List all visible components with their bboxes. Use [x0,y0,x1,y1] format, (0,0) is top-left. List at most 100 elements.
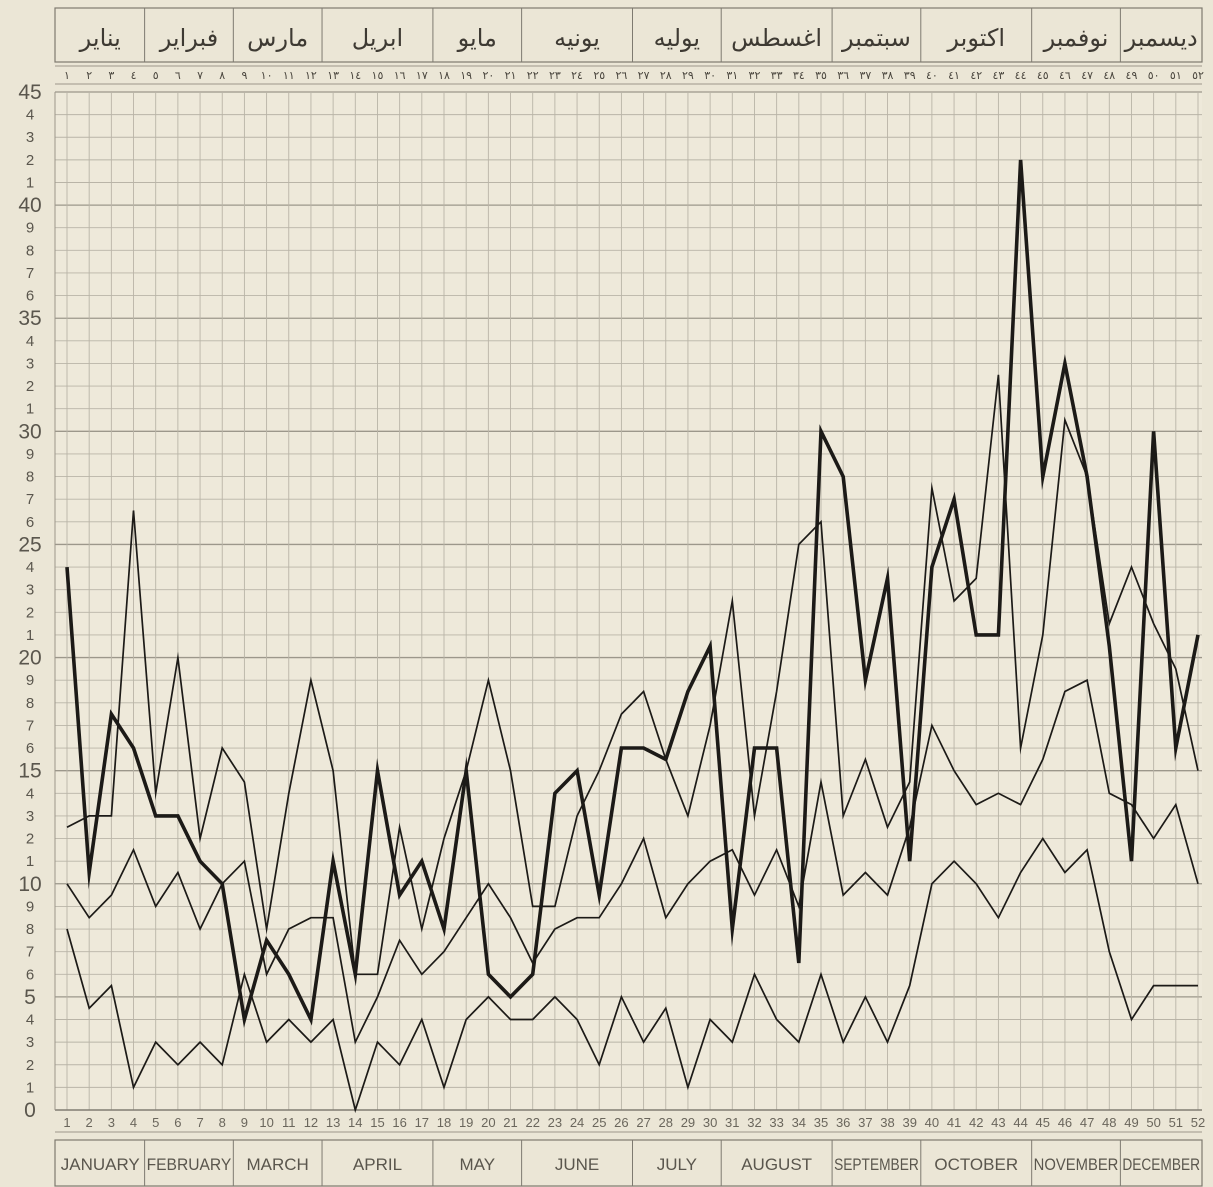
month-label-arabic: مارس [247,24,308,52]
month-label: OCTOBER [934,1155,1018,1174]
week-label-eastern: ٢٩ [682,69,694,82]
x-tick-label: 47 [1080,1115,1094,1130]
week-label-eastern: ٦ [175,69,181,82]
week-label-eastern: ٢٤ [571,69,583,82]
x-tick-label: 43 [991,1115,1005,1130]
month-label-arabic: ديسمبر [1124,24,1198,52]
month-label-arabic: يونيه [554,24,600,52]
x-tick-label: 29 [681,1115,695,1130]
x-tick-label: 51 [1169,1115,1183,1130]
week-label-eastern: ٥١ [1170,69,1182,82]
y-tick-label: 6 [26,966,34,983]
month-label: MAY [459,1155,495,1174]
y-tick-label: 1 [26,627,34,644]
week-label-eastern: ٣٢ [749,69,761,82]
y-tick-label: 7 [26,491,34,508]
x-tick-label: 16 [392,1115,406,1130]
y-tick-label: 9 [26,446,34,463]
y-tick-label: 8 [26,695,34,712]
x-tick-label: 19 [459,1115,473,1130]
week-label-eastern: ٣٠ [704,69,716,82]
x-tick-label: 3 [108,1115,115,1130]
y-tick-label: 40 [18,194,41,217]
x-tick-label: 11 [282,1115,296,1130]
header-frame [54,7,1203,63]
week-label-eastern: ٢٧ [638,69,650,82]
y-tick-label: 3 [26,1034,34,1051]
x-tick-label: 8 [219,1115,226,1130]
month-label-arabic: ابريل [352,24,403,52]
month-label: NOVEMBER [1034,1155,1119,1174]
x-tick-label: 49 [1124,1115,1138,1130]
x-tick-label: 34 [792,1115,806,1130]
x-tick-label: 37 [858,1115,872,1130]
y-tick-label: 9 [26,672,34,689]
week-label-eastern: ٣٤ [793,69,805,82]
week-label-eastern: ٢٣ [549,69,561,82]
y-tick-label: 45 [18,81,41,104]
week-label-eastern: ١٣ [327,69,339,82]
y-tick-label: 5 [24,986,36,1009]
y-tick-label: 4 [26,785,34,802]
y-tick-label: 1 [26,1079,34,1096]
x-tick-label: 41 [947,1115,961,1130]
x-tick-label: 36 [836,1115,850,1130]
week-label-eastern: ٤٨ [1103,69,1115,82]
week-label-eastern: ٩ [241,69,247,82]
week-label-eastern: ٤٥ [1037,69,1049,82]
week-label-eastern: ٣١ [726,69,738,82]
footer-frame [54,1139,1203,1187]
week-label-eastern: ٣٨ [882,69,894,82]
y-tick-label: 4 [26,107,34,124]
x-tick-label: 21 [503,1115,517,1130]
week-label-eastern: ١٩ [460,69,472,82]
week-label-eastern: ١٤ [349,69,361,82]
week-label-eastern: ١ [64,69,70,82]
x-tick-label: 18 [437,1115,451,1130]
series-line-2 [66,374,1199,976]
week-label-eastern: ٣٩ [904,69,916,82]
y-tick-label: 35 [18,307,41,330]
month-label-arabic: سبتمبر [841,24,911,52]
x-tick-label: 25 [592,1115,606,1130]
week-label-eastern: ٥٠ [1148,69,1160,82]
x-tick-label: 28 [659,1115,673,1130]
y-tick-label: 2 [26,604,34,621]
week-label-eastern: ٢٠ [482,69,494,82]
x-tick-label: 30 [703,1115,717,1130]
y-tick-label: 7 [26,944,34,961]
month-label: JULY [657,1155,697,1174]
x-tick-label: 31 [725,1115,739,1130]
week-label-eastern: ٥ [153,69,159,82]
x-tick-label: 46 [1058,1115,1072,1130]
y-tick-label: 4 [26,1012,34,1029]
x-tick-label: 2 [86,1115,93,1130]
x-tick-label: 22 [525,1115,539,1130]
y-tick-label: 7 [26,265,34,282]
series-line-heavy [65,159,1200,1028]
y-tick-label: 6 [26,288,34,305]
y-tick-label: 2 [26,1057,34,1074]
week-label-eastern: ٢٢ [527,69,539,82]
week-label-eastern: ٤١ [948,69,960,82]
week-label-eastern: ٢٦ [615,69,627,82]
month-label-arabic: مايو [457,24,497,52]
x-tick-label: 1 [63,1115,70,1130]
month-label-arabic: اغسطس [731,24,822,52]
week-label-eastern: ١٥ [372,69,384,82]
y-tick-label: 3 [26,129,34,146]
y-tick-label: 3 [26,355,34,372]
y-tick-label: 20 [18,647,41,670]
week-label-eastern: ١٨ [438,69,450,82]
y-tick-label: 4 [26,333,34,350]
week-label-eastern: ٤٦ [1059,69,1071,82]
week-label-eastern: ٤٢ [970,69,982,82]
x-tick-label: 7 [196,1115,203,1130]
month-label-arabic: يوليه [654,24,701,52]
week-label-eastern: ٣٥ [815,69,827,82]
y-tick-label: 1 [26,174,34,191]
x-tick-label: 6 [174,1115,181,1130]
week-label-eastern: ٢٥ [593,69,605,82]
